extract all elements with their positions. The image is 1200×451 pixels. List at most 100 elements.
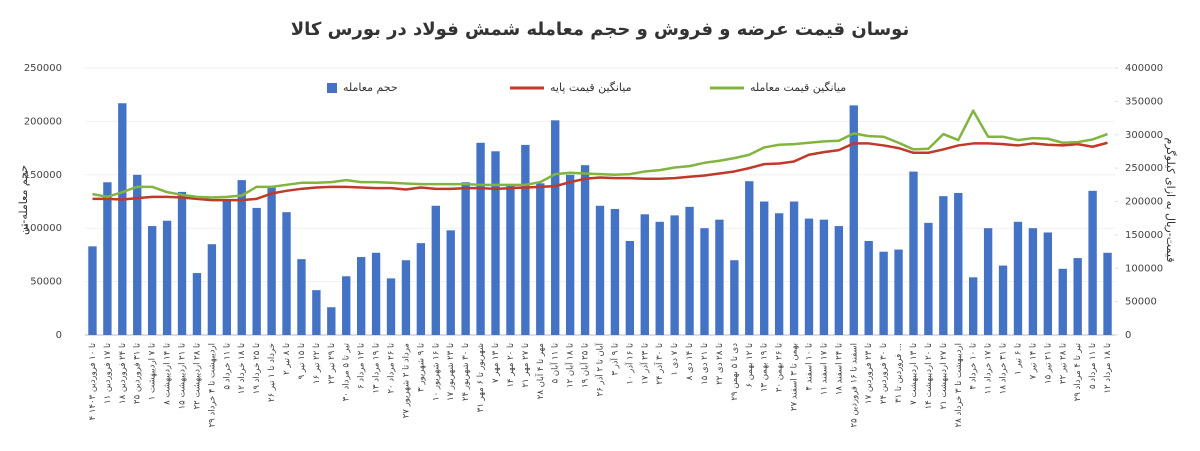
x-tick-label: ۱۷ تا ۲۳ آذر [638,342,650,384]
bar [580,165,590,335]
x-tick-label: ۱۳ تا ۱۹ مرداد [372,342,382,393]
x-tick-label: ۷ تا ۱۳ مهر [491,342,501,383]
bar [162,220,172,335]
bar [192,273,202,335]
x-tick-label: ۸ تا ۱۴ اردیبهشت [163,342,173,404]
bar [1013,221,1023,335]
bar [730,260,739,335]
x-tick-label: ۱۲ تا ۱۸ مرداد [1103,342,1113,393]
x-tick-label: ۲۹ دی تا ۵ بهمن [730,343,740,401]
bar [909,171,918,335]
x-tick-label: ۲۴ تا ۳۰ شهریور [461,342,471,401]
bar [282,212,291,335]
x-tick-label: ۱۲ تا ۱۸ آبان [564,342,576,388]
x-tick-label: ۱۷ تا ۲۳ شهریور [446,342,456,401]
bar [252,207,261,335]
x-tick-label: ۲۲ تا ۲۸ دی [715,342,725,384]
bar [476,142,485,335]
x-tick-label: ۲۰ تا ۲۶ بهمن [775,342,785,392]
x-tick-label: ۱۱ تا ۱۷ خرداد [984,342,994,394]
bar [446,230,455,335]
x-tick-label: ۲۱ تا ۲۷ مهر [521,342,531,387]
line [92,141,1108,202]
x-tick-label: ۲۱ تا ۲۷ اردیبهشت [939,342,949,409]
bar [222,200,231,335]
x-tick-label: ۱۹ تا ۲۵ آبان [579,342,591,388]
x-tick-label: ۳۰ تیر تا ۵ مرداد [342,342,352,401]
bar [774,213,784,335]
legend-label: میانگین قیمت پایه [550,81,632,94]
x-tick-label: ۲۷ بهمن تا ۳ اسفند [790,343,800,411]
bar [864,241,873,335]
bar [506,185,515,335]
bar [924,222,933,335]
bar [983,228,993,335]
bar [207,244,217,335]
bar [745,181,754,335]
x-tick-label: ۲۷ مرداد تا ۲ شهریور [401,343,411,418]
x-tick-label: ۳۱ شهریور تا ۶ مهر [476,343,486,412]
x-tick-label: ۱۱ تا ۱۷ فروردین [103,342,113,404]
bar [789,201,799,335]
x-tick-label: ۲۸ مهر تا ۴ آبان [534,343,546,399]
y2-tick-label: 400000 [1125,63,1163,74]
bar [386,278,396,335]
y-tick-label: 100000 [24,223,62,234]
bar [267,187,276,335]
y-tick-label: 50000 [30,277,62,288]
x-tick-label: ۲۶ خرداد تا ۱ تیر [267,343,277,402]
x-tick-label: ۲۴ تا ۳۰ فروردین [879,342,889,404]
x-tick-label: ۹ تا ۱۵ تیر [297,342,307,379]
bar [1028,228,1038,335]
x-tick-label: ۱۲ تا ۱۸ خرداد [237,342,247,394]
x-tick-label: ۱۰ تا ۱۶ آذر [623,342,635,384]
bar [715,219,724,335]
x-tick-label: ۲۲ تا ۲۸ اردیبهشت [192,342,202,409]
x-tick-label: ۳۱ فروردین تا ... [894,343,904,403]
y2-tick-label: 0 [1125,330,1131,341]
bar [879,251,888,335]
x-tick-label: ۳ تا ۹ شهریور [416,342,426,391]
x-tick-label: ۱۹ تا ۲۵ خرداد [252,342,262,394]
x-tick-label: ۲۳ تا ۲۹ تیر [327,342,337,384]
x-tick-label: ۱۸ تا ۳۱ خرداد [999,342,1009,394]
x-tick-label: ۱ تا ۷ اردیبهشت [148,342,158,400]
bar [103,182,112,335]
bar [133,174,142,335]
bar [819,219,829,335]
bar [416,243,426,335]
bar [849,105,858,335]
bar [431,205,440,335]
x-tick-label: ۱ تا ۷ دی [670,342,680,375]
x-tick-label: ۲۲ تا ۲۸ تیر [1058,342,1068,384]
bar [1043,232,1053,335]
bar [461,182,470,335]
x-tick-label: ۱۶ تا ۲۲ تیر [312,342,322,384]
x-tick-label: ۱۵ تا ۲۱ دی [700,342,710,384]
x-tick-label: ۴ تا ۱۰ اسفند [804,342,814,390]
x-tick-label: ۲۶ آبان تا ۲ آذر [594,342,606,396]
bar [88,246,97,335]
bar [297,259,306,335]
y2-tick-label: 150000 [1125,230,1163,241]
x-tick-label: ۱۰ تا ۱۶ شهریور [431,342,441,401]
bar [804,218,814,335]
bar [521,144,530,335]
x-tick-label: ۳ تا ۹ آذر [608,342,620,375]
bar [1073,258,1082,335]
x-tick-label: ۱۴ تا ۲۰ مهر [506,342,516,387]
y2-tick-label: 50000 [1125,297,1157,308]
line [92,109,1108,199]
bar [536,183,545,335]
y2-axis-title: قیمت-ریال به ازای کیلوگرم [1164,138,1177,263]
x-tick-label: ۱ تا ۶ تیر [1013,342,1023,374]
y-tick-label: 200000 [24,116,62,127]
bar [177,191,187,335]
x-tick-label: ۶ تا ۱۲ مرداد [357,342,367,389]
bar [491,151,500,335]
bar [685,206,694,335]
bar [401,260,411,335]
bar [1058,268,1067,335]
chart-title: نوسان قیمت عرضه و فروش و حجم معامله شمش … [291,19,909,40]
x-tick-label: ۵ تا ۱۱ مرداد [1088,342,1098,389]
